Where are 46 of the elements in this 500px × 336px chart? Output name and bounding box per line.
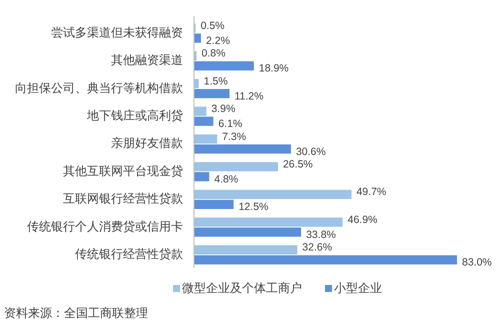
bar	[194, 61, 254, 70]
y-tick-label: 地下钱庄或高利贷	[86, 108, 183, 122]
data-label: 12.5%	[238, 201, 268, 214]
bar	[194, 88, 230, 98]
bar	[194, 162, 278, 172]
data-label: 30.6%	[296, 146, 326, 158]
bar	[194, 134, 218, 144]
data-label: 2.2%	[206, 34, 230, 47]
data-label: 4.8%	[214, 173, 238, 186]
bar	[194, 144, 291, 154]
data-label: 18.9%	[258, 62, 289, 75]
data-label: 3.9%	[211, 103, 236, 116]
legend-label: 小型企业	[334, 281, 382, 296]
y-tick-label: 尝试多渠道但未获得融资	[51, 25, 183, 40]
bar	[194, 106, 206, 116]
y-tick-label: 向担保公司、典当行等机构借款	[15, 80, 183, 95]
data-label: 83.0%	[462, 256, 492, 269]
data-label: 49.7%	[356, 186, 386, 198]
y-tick-label: 其他融资渠道	[111, 53, 183, 68]
bar	[194, 255, 457, 264]
data-label: 33.8%	[306, 228, 336, 241]
data-label: 26.5%	[282, 158, 313, 170]
data-label: 0.5%	[200, 20, 225, 32]
bar	[194, 116, 214, 126]
bar	[194, 218, 343, 227]
text: 资料来源：全国工商联整理	[4, 306, 148, 320]
bar	[194, 245, 298, 254]
bar	[194, 78, 199, 88]
bar	[194, 172, 210, 182]
data-label: 11.2%	[234, 90, 264, 102]
data-label: 1.5%	[204, 75, 228, 88]
y-tick-label: 传统银行个人消费贷或信用卡	[27, 219, 183, 234]
bar	[194, 190, 352, 200]
bar	[194, 200, 234, 210]
data-label: 46.9%	[348, 214, 378, 226]
y-tick-label: 互联网银行经营性贷款	[63, 192, 183, 206]
data-label: 6.1%	[218, 118, 242, 130]
y-tick-label: 亲朋好友借款	[111, 136, 183, 150]
data-label: 7.3%	[222, 130, 246, 143]
data-label: 32.6%	[302, 242, 332, 254]
data-label: 0.8%	[202, 48, 226, 60]
bar	[194, 228, 302, 237]
y-tick-label: 传统银行经营性贷款	[75, 247, 183, 262]
bar	[194, 34, 201, 43]
y-tick-label: 其他互联网平台现金贷	[63, 164, 183, 178]
legend-label: 微型企业及个体工商户	[182, 281, 302, 296]
